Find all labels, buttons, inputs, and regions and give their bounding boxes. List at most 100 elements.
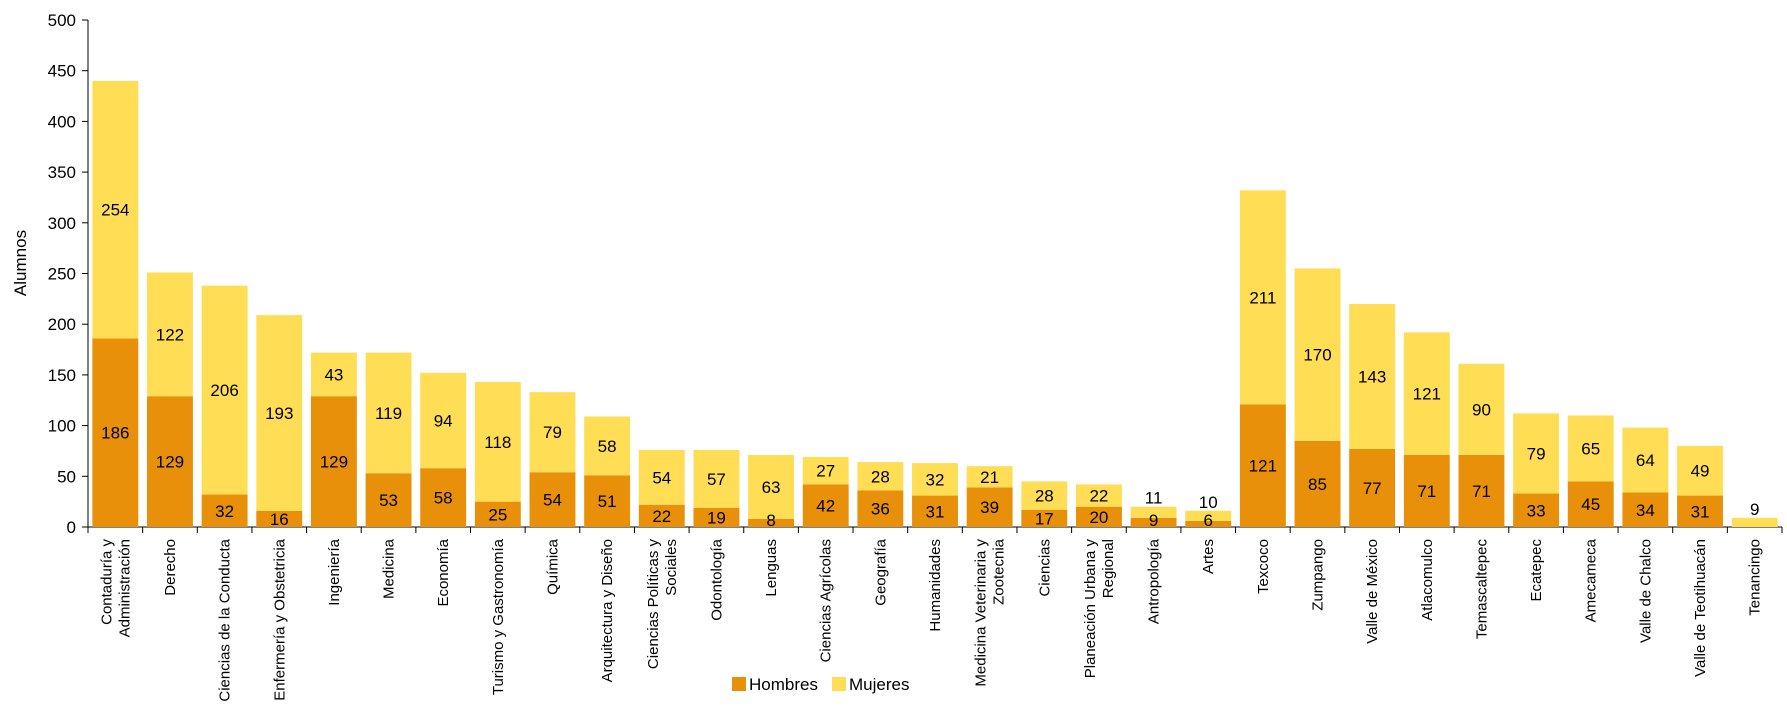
data-label-mujeres: 9: [1750, 500, 1759, 519]
bar-mujeres: [365, 352, 412, 474]
category-labels: Contaduría yAdministración Derecho Ciencia…: [98, 538, 1763, 701]
x-category-label: Antropología: [1146, 538, 1163, 624]
x-category-label: Derecho: [162, 539, 179, 596]
data-label-mujeres: 22: [1089, 487, 1108, 506]
data-label-mujeres: 79: [543, 423, 562, 442]
bar-mujeres: [1021, 481, 1068, 510]
data-label-mujeres: 54: [652, 468, 671, 487]
data-label-hombres: 36: [871, 500, 890, 519]
bar-mujeres: [1458, 363, 1505, 456]
data-label-mujeres: 57: [707, 470, 726, 489]
data-label-hombres: 32: [215, 502, 234, 521]
data-label-mujeres: 27: [816, 462, 835, 481]
data-label-hombres: 42: [816, 497, 835, 516]
bar-hombres: [1403, 455, 1450, 527]
bar-mujeres: [1349, 303, 1396, 449]
x-category-label: Valle de Teotihuacán: [1692, 539, 1709, 677]
data-label-mujeres: 90: [1472, 400, 1491, 419]
data-label-mujeres: 79: [1527, 444, 1546, 463]
x-category-label: Odontología: [708, 538, 725, 620]
legend-swatch-mujeres: [832, 677, 846, 691]
x-category-label: Ciencias: [1036, 539, 1053, 597]
data-label-mujeres: 254: [101, 201, 129, 220]
bar-hombres: [365, 473, 412, 527]
x-category-label: Ecatepec: [1528, 539, 1545, 602]
x-category-label: Planeación Urbana yRegional: [1082, 539, 1117, 679]
data-label-mujeres: 28: [1035, 487, 1054, 506]
x-category-label: Lenguas: [763, 539, 780, 597]
y-tick-label: 250: [48, 265, 76, 284]
data-label-hombres: 17: [1035, 509, 1054, 528]
data-label-mujeres: 10: [1199, 493, 1218, 512]
x-category-label: Amecameca: [1583, 538, 1600, 622]
data-label-hombres: 54: [543, 491, 562, 510]
bar-mujeres: [1677, 445, 1723, 496]
bar-hombres: [310, 396, 357, 527]
bar-hombres: [1075, 506, 1122, 527]
y-tick-label: 200: [48, 315, 76, 334]
bar-hombres: [748, 518, 795, 527]
bar-mujeres: [1403, 332, 1450, 456]
data-label-mujeres: 193: [265, 404, 293, 423]
data-label-hombres: 77: [1363, 479, 1382, 498]
bar-hombres: [966, 487, 1013, 527]
y-tick-label: 100: [48, 417, 76, 436]
data-label-mujeres: 121: [1413, 385, 1441, 404]
data-label-hombres: 58: [434, 489, 453, 508]
x-category-label: Temascaltepec: [1473, 539, 1490, 640]
x-category-label: Atlacomulco: [1419, 539, 1436, 621]
y-tick-label: 500: [48, 11, 76, 30]
x-category-label: Ciencias Agrícolas: [818, 539, 835, 662]
x-category-label: Humanidades: [927, 539, 944, 632]
bar-mujeres: [529, 392, 576, 473]
data-label-hombres: 25: [488, 505, 507, 524]
data-label-mujeres: 28: [871, 467, 890, 486]
y-tick-label: 50: [57, 467, 76, 486]
data-label-mujeres: 63: [762, 478, 781, 497]
bar-mujeres: [748, 455, 795, 519]
bar-mujeres: [584, 416, 631, 476]
y-tick-label: 300: [48, 214, 76, 233]
bar-hombres: [474, 501, 521, 527]
data-label-hombres: 8: [766, 511, 775, 530]
bar-mujeres: [256, 315, 303, 511]
y-tick-label: 0: [67, 518, 76, 537]
x-category-label: Ciencias Políticas ySociales: [645, 539, 680, 670]
bar-mujeres: [201, 285, 248, 495]
legend-swatch-hombres: [732, 677, 746, 691]
data-label-hombres: 22: [652, 507, 671, 526]
y-tick-label: 350: [48, 163, 76, 182]
bar-mujeres: [1513, 413, 1560, 494]
data-label-hombres: 31: [1691, 502, 1710, 521]
x-category-label: Tenancingo: [1747, 539, 1764, 616]
bar-mujeres: [1622, 427, 1669, 493]
data-label-hombres: 71: [1472, 482, 1491, 501]
data-label-mujeres: 143: [1358, 367, 1386, 386]
x-category-label: Enfermería y Obstetricia: [271, 538, 288, 700]
x-axis: [87, 526, 1783, 533]
bar-hombres: [1677, 495, 1723, 527]
data-label-mujeres: 21: [980, 468, 999, 487]
data-label-mujeres: 206: [210, 381, 238, 400]
bar-hombres: [1185, 520, 1232, 527]
bar-mujeres: [1731, 517, 1778, 527]
bar-hombres: [1021, 509, 1068, 527]
data-label-hombres: 85: [1308, 475, 1327, 494]
data-label-hombres: 6: [1203, 511, 1212, 530]
bar-mujeres: [1130, 506, 1177, 518]
bar-hombres: [1622, 492, 1669, 527]
bar-hombres: [1294, 440, 1341, 527]
x-category-label: Ciencias de la Conducta: [217, 538, 234, 701]
bar-mujeres: [857, 462, 904, 491]
data-label-mujeres: 49: [1691, 462, 1710, 481]
data-label-hombres: 71: [1417, 482, 1436, 501]
x-category-label: Texcoco: [1255, 539, 1272, 594]
data-label-mujeres: 32: [926, 470, 945, 489]
x-category-label: Economía: [435, 538, 452, 606]
data-label-hombres: 53: [379, 491, 398, 510]
data-label-hombres: 129: [156, 453, 184, 472]
bar-mujeres: [912, 463, 958, 496]
x-category-label: Medicina Veterinaria yZootecnia: [973, 538, 1008, 686]
